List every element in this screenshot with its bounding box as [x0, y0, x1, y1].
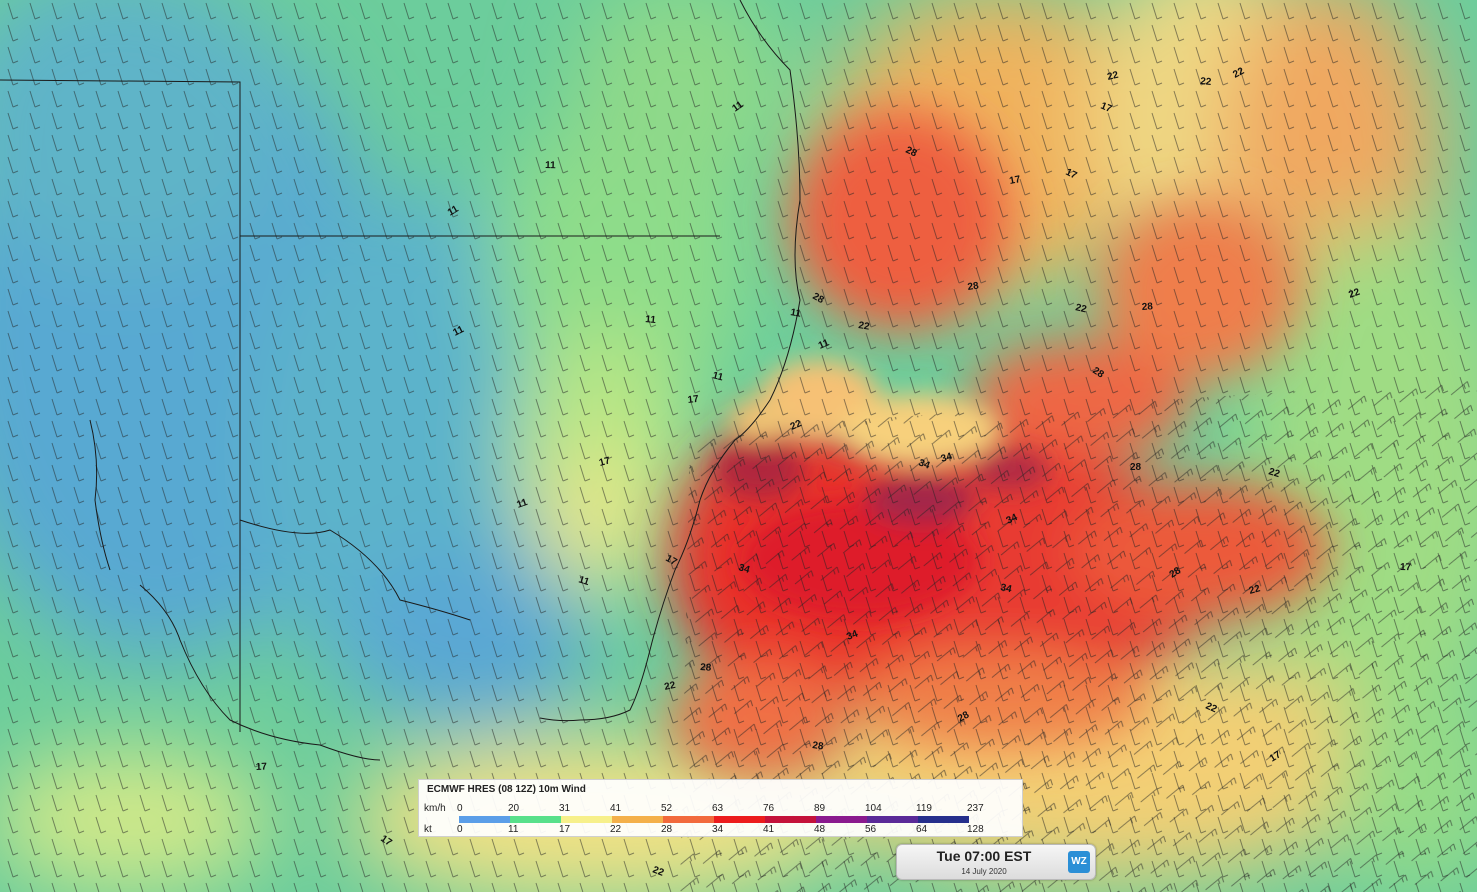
contour-label: 22: [1267, 466, 1281, 480]
legend-swatch: [714, 816, 765, 823]
contour-label: 11: [789, 307, 802, 320]
contour-label: 11: [711, 370, 724, 383]
legend-swatch: [459, 816, 510, 823]
contour-label: 28: [811, 291, 826, 306]
legend-swatch: [816, 816, 867, 823]
contour-label: 11: [645, 314, 657, 326]
contour-label: 34: [737, 562, 751, 576]
contour-label: 11: [515, 497, 529, 511]
contour-label: 22: [1074, 302, 1088, 315]
weatherzone-logo-icon[interactable]: WZ: [1068, 851, 1090, 873]
legend-swatch: [765, 816, 816, 823]
contour-label: 28: [700, 662, 712, 674]
legend-kt-tick: 0: [457, 824, 463, 835]
legend-kt-tick: 48: [814, 824, 826, 835]
legend-kt-tick: 34: [712, 824, 724, 835]
contour-label: 17: [256, 761, 268, 773]
contour-label: 22: [1347, 287, 1362, 301]
legend-kmh-tick: 20: [508, 803, 520, 814]
contour-label: 17: [1099, 101, 1114, 116]
legend-swatch: [663, 816, 714, 823]
contour-label: 11: [545, 160, 556, 171]
legend-kmh-tick: 41: [610, 803, 622, 814]
contour-label: 22: [1248, 583, 1262, 597]
legend-kmh-tick: 63: [712, 803, 724, 814]
legend-swatch: [561, 816, 612, 823]
legend-kt-tick: 128: [967, 824, 984, 835]
legend-kt-tick: 28: [661, 824, 673, 835]
legend-kmh-tick: 89: [814, 803, 826, 814]
contour-label: 22: [663, 680, 677, 693]
legend-kmh-tick: 104: [865, 803, 882, 814]
legend-swatch: [510, 816, 561, 823]
contour-label: 17: [1400, 562, 1412, 573]
legend-kmh-label: km/h: [424, 803, 446, 814]
contour-label: 11: [451, 324, 466, 339]
contour-label: 22: [1204, 701, 1219, 716]
borders: [0, 0, 801, 761]
contour-label: 22: [789, 418, 804, 433]
contour-label: 22: [1231, 66, 1246, 81]
legend-kt-tick: 56: [865, 824, 877, 835]
contour-label: 34: [1005, 512, 1020, 527]
contour-label: 28: [812, 740, 825, 753]
legend-kt-tick: 17: [559, 824, 571, 835]
legend-kt-tick: 11: [508, 824, 519, 835]
contour-label: 17: [664, 553, 680, 568]
contour-label: 28: [904, 145, 919, 160]
contour-label: 17: [598, 455, 612, 469]
contour-label: 17: [687, 394, 700, 406]
contour-label: 34: [845, 628, 860, 642]
contour-label: 17: [1064, 167, 1079, 182]
legend-kmh-tick: 0: [457, 803, 463, 814]
legend-kmh-tick: 76: [763, 803, 775, 814]
contour-label: 22: [651, 865, 666, 879]
legend-kt-tick: 22: [610, 824, 622, 835]
legend-kt-tick: 64: [916, 824, 928, 835]
contour-label: 22: [1106, 70, 1120, 83]
wind-legend: ECMWF HRES (08 12Z) 10m Wind km/h kt 0 20…: [418, 779, 1023, 837]
contour-label: 34: [999, 582, 1013, 595]
legend-kmh-tick: 237: [967, 803, 984, 814]
legend-swatch: [918, 816, 969, 823]
legend-title: ECMWF HRES (08 12Z) 10m Wind: [427, 784, 586, 795]
contour-label: 11: [817, 337, 831, 351]
legend-swatch: [867, 816, 918, 823]
contour-label: 28: [1130, 462, 1142, 473]
legend-swatch: [612, 816, 663, 823]
valid-time: Tue 07:00 EST: [936, 848, 1032, 864]
contour-label: 22: [1200, 76, 1212, 88]
contour-label: 17: [1008, 174, 1021, 187]
legend-kt-tick: 41: [763, 824, 775, 835]
contour-label: 34: [940, 451, 954, 465]
contour-label: 11: [577, 574, 591, 588]
contour-label: 28: [1141, 301, 1153, 313]
wind-barbs-ocean: [680, 380, 1477, 892]
legend-kmh-tick: 119: [916, 803, 932, 814]
legend-kmh-tick: 31: [559, 803, 571, 814]
contour-label: 22: [858, 320, 871, 333]
contour-label: 34: [917, 457, 932, 471]
valid-time-box: Tue 07:00 EST 14 July 2020 WZ: [896, 844, 1096, 880]
legend-kmh-tick: 52: [661, 803, 673, 814]
contour-label: 28: [967, 280, 980, 293]
valid-date: 14 July 2020: [961, 867, 1007, 876]
legend-kt-label: kt: [424, 824, 432, 835]
contour-label: 28: [956, 709, 971, 724]
